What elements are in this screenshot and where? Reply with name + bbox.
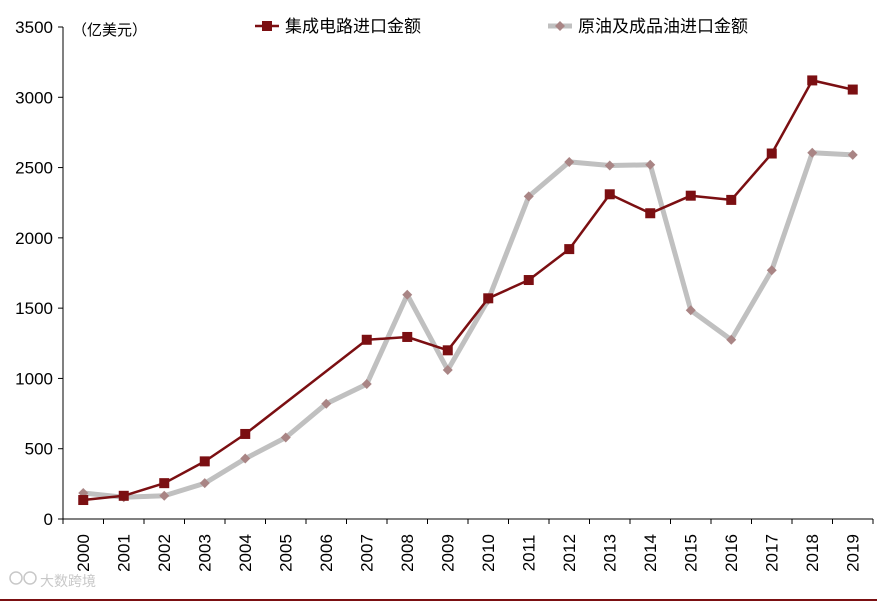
- x-tick-label: 2000: [74, 534, 93, 572]
- watermark-logo-icon: [9, 571, 23, 585]
- legend-item-oil: 原油及成品油进口金额: [548, 17, 748, 37]
- data-point: [766, 265, 777, 276]
- x-tick-label: 2002: [155, 534, 174, 572]
- x-tick-label: 2003: [195, 534, 214, 572]
- data-point: [483, 293, 494, 304]
- data-point: [726, 334, 737, 345]
- y-tick-label: 0: [44, 510, 53, 529]
- x-tick-label: 2015: [681, 534, 700, 572]
- series-line: [83, 79, 854, 502]
- data-point: [685, 190, 696, 201]
- x-tick-label: 2009: [438, 534, 457, 572]
- data-point: [361, 334, 372, 345]
- series-oil: [78, 147, 858, 503]
- data-point: [321, 398, 332, 409]
- data-point: [766, 148, 777, 159]
- data-point: [280, 432, 291, 443]
- y-tick-label: 2500: [15, 159, 53, 178]
- series-integrated-circuit: [78, 75, 858, 506]
- watermark: 大数跨境: [9, 571, 96, 590]
- data-point: [645, 208, 656, 219]
- legend-marker: [555, 21, 565, 31]
- data-point: [199, 478, 210, 489]
- data-point: [240, 428, 251, 439]
- data-point: [685, 305, 696, 316]
- data-point: [442, 364, 453, 375]
- data-point: [523, 275, 534, 286]
- data-point: [402, 331, 413, 342]
- y-tick-label: 3000: [15, 88, 53, 107]
- data-point: [726, 194, 737, 205]
- y-tick-label: 3500: [15, 18, 53, 37]
- data-point: [361, 379, 372, 390]
- chart-series: [78, 75, 858, 506]
- x-tick-label: 2011: [519, 535, 538, 572]
- data-point: [240, 453, 251, 464]
- legend-label: 集成电路进口金额: [285, 17, 421, 37]
- data-point: [564, 244, 575, 255]
- x-tick-label: 2010: [479, 534, 498, 572]
- watermark-text: 大数跨境: [40, 574, 96, 590]
- data-point: [402, 289, 413, 300]
- data-point: [807, 147, 818, 158]
- series-line: [83, 150, 853, 500]
- chart-axes: [62, 27, 873, 520]
- watermark-logo-icon: [23, 571, 37, 585]
- legend-item-integrated-circuit: 集成电路进口金额: [255, 17, 421, 37]
- x-tick-label: 2019: [843, 534, 862, 572]
- x-axis-ticks: 2000 2001 2002 2003 2004 2005 2006 2007 2008 2009…: [62, 519, 874, 572]
- x-tick-label: 2007: [357, 534, 376, 572]
- x-tick-label: 2004: [236, 534, 255, 572]
- y-tick-label: 2000: [15, 229, 53, 248]
- x-tick-label: 2018: [803, 534, 822, 572]
- y-axis-ticks: 0 500 1000 1500 2000 2500 3000 3500: [15, 18, 63, 529]
- data-point: [604, 160, 615, 171]
- data-point: [645, 159, 656, 170]
- x-tick-label: 2008: [398, 534, 417, 572]
- x-tick-label: 2005: [276, 534, 295, 572]
- data-point: [159, 478, 170, 489]
- chart-legend: 集成电路进口金额 原油及成品油进口金额: [255, 17, 748, 37]
- data-point: [78, 495, 89, 506]
- data-point: [564, 156, 575, 167]
- data-point: [807, 75, 818, 86]
- legend-label: 原油及成品油进口金额: [578, 17, 748, 37]
- y-tick-label: 500: [25, 440, 53, 459]
- data-point: [199, 456, 210, 467]
- y-tick-label: 1000: [15, 369, 53, 388]
- x-tick-label: 2006: [317, 534, 336, 572]
- legend-marker: [262, 21, 272, 31]
- x-tick-label: 2016: [722, 534, 741, 572]
- data-point: [847, 149, 858, 160]
- data-point: [604, 189, 615, 200]
- x-tick-label: 2012: [560, 534, 579, 572]
- data-point: [159, 490, 170, 501]
- data-point: [118, 490, 129, 501]
- x-tick-label: 2013: [600, 534, 619, 572]
- x-tick-label: 2017: [762, 534, 781, 572]
- data-point: [523, 191, 534, 202]
- data-point: [442, 345, 453, 356]
- data-point: [847, 84, 858, 95]
- x-tick-label: 2014: [641, 534, 660, 572]
- y-axis-unit-label: （亿美元）: [72, 21, 147, 39]
- x-tick-label: 2001: [114, 534, 133, 572]
- y-tick-label: 1500: [15, 299, 53, 318]
